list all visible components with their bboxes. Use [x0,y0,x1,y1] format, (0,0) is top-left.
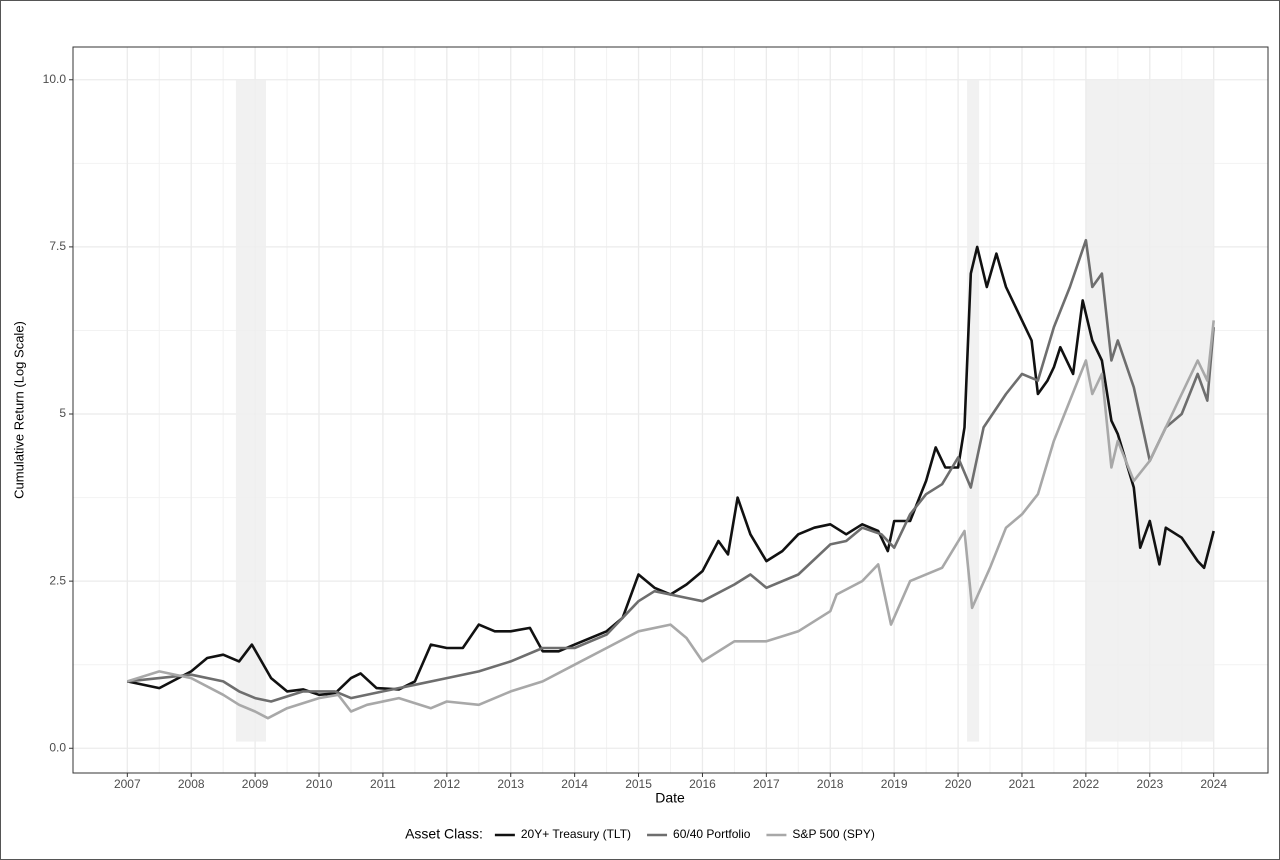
x-tick-label: 2023 [1136,777,1163,791]
x-tick-label: 2013 [497,777,524,791]
series-line [126,320,1215,720]
y-axis-title: Cumulative Return (Log Scale) [11,321,26,499]
x-tick-label: 2015 [625,777,652,791]
x-tick-label: 2008 [178,777,205,791]
x-tick-label: 2019 [881,777,908,791]
legend-label: S&P 500 (SPY) [792,827,875,841]
legend: Asset Class: 20Y+ Treasury (TLT) 60/40 Por… [405,826,875,842]
x-tick-label: 2017 [753,777,780,791]
x-tick-label: 2021 [1009,777,1036,791]
x-tick-label: 2014 [561,777,588,791]
shaded-period [1086,79,1214,742]
x-axis-title: Date [655,790,685,806]
legend-label: 20Y+ Treasury (TLT) [521,827,631,841]
shaded-period [967,79,980,742]
x-tick-label: 2024 [1200,777,1227,791]
x-tick-label: 2020 [945,777,972,791]
y-tick-label: 0.0 [49,740,66,754]
y-tick-label: 2.5 [49,573,66,587]
series-line [127,238,1215,703]
x-tick-label: 2018 [817,777,844,791]
x-tick-label: 2016 [689,777,716,791]
x-tick-label: 2010 [306,777,333,791]
y-tick-label: 7.5 [49,239,66,253]
x-tick-label: 2007 [114,777,141,791]
x-tick-label: 2009 [242,777,269,791]
x-tick-label: 2012 [433,777,460,791]
y-tick-label: 10.0 [43,72,67,86]
shaded-period [235,79,266,742]
x-tick-label: 2011 [370,777,396,791]
series-line [127,245,1215,697]
legend-label: 60/40 Portfolio [673,827,751,841]
plot-area: 0.0 2.5 5 7.5 10.0 2007 2008 2009 2010 2011 2012 20… [43,46,1269,791]
legend-title: Asset Class: [405,826,483,842]
panel-border [72,46,1269,774]
x-tick-label: 2022 [1073,777,1100,791]
y-tick-label: 5 [59,406,66,420]
